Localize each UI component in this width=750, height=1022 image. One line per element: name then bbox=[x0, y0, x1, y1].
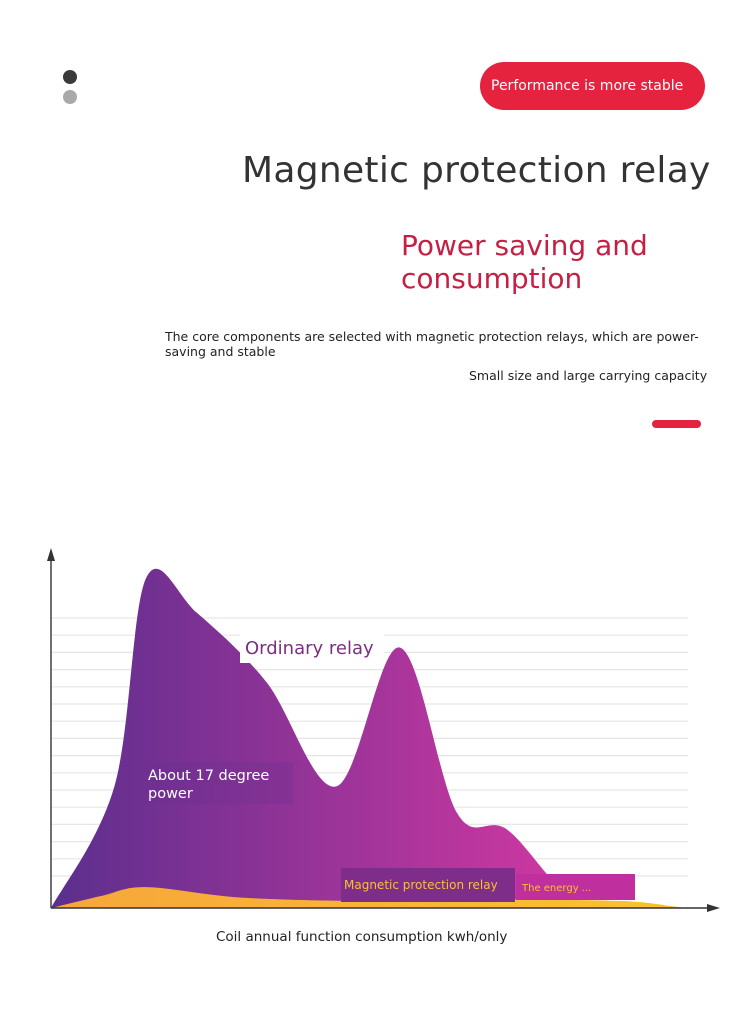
indicator-dot bbox=[63, 90, 77, 104]
energy-label-bg bbox=[516, 874, 635, 900]
accent-bar bbox=[652, 420, 701, 428]
page-title: Magnetic protection relay bbox=[242, 150, 711, 191]
annotation-magnetic: The energy ... bbox=[521, 883, 591, 894]
series-label-magnetic: Magnetic protection relay bbox=[344, 878, 498, 892]
indicator-dot-active bbox=[63, 70, 77, 84]
series-label-bg bbox=[240, 633, 384, 663]
performance-badge: Performance is more stable bbox=[480, 62, 705, 110]
ordinary-relay-area bbox=[51, 568, 685, 909]
magnetic-label-bg bbox=[341, 868, 515, 902]
magnetic-relay-area bbox=[51, 887, 685, 908]
page-subtitle: Power saving and consumption bbox=[401, 229, 648, 295]
y-axis-arrow-icon bbox=[47, 548, 55, 561]
series-label-ordinary: Ordinary relay bbox=[245, 638, 374, 659]
caption-text: Small size and large carrying capacity bbox=[469, 368, 708, 383]
description-text: The core components are selected with ma… bbox=[165, 329, 699, 359]
x-axis-label: Coil annual function consumption kwh/onl… bbox=[216, 929, 508, 945]
annotation-ordinary: About 17 degree power bbox=[148, 768, 274, 802]
x-axis-arrow-icon bbox=[707, 904, 720, 912]
energy-comparison-chart: Ordinary relay About 17 degree power Mag… bbox=[47, 548, 720, 912]
annotation-bg bbox=[143, 762, 293, 804]
